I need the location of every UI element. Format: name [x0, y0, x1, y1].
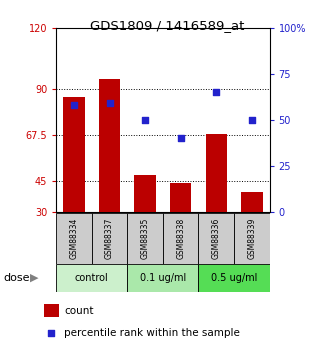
- Text: ▶: ▶: [30, 273, 38, 283]
- Point: [71, 102, 76, 108]
- Bar: [56, 213, 92, 264]
- Bar: [206, 134, 227, 212]
- Bar: [241, 192, 263, 212]
- Bar: [234, 213, 270, 264]
- Text: GSM88336: GSM88336: [212, 218, 221, 259]
- Bar: [127, 264, 198, 292]
- Bar: [134, 175, 156, 212]
- Bar: [198, 213, 234, 264]
- Point: [143, 117, 148, 122]
- Bar: [170, 184, 191, 212]
- Bar: [127, 213, 163, 264]
- Bar: [63, 97, 85, 212]
- Bar: [44, 304, 59, 317]
- Bar: [163, 213, 198, 264]
- Point: [49, 331, 54, 336]
- Point: [107, 100, 112, 106]
- Text: GDS1809 / 1416589_at: GDS1809 / 1416589_at: [90, 19, 244, 32]
- Point: [249, 117, 255, 122]
- Text: 0.1 ug/ml: 0.1 ug/ml: [140, 273, 186, 283]
- Text: GSM88337: GSM88337: [105, 218, 114, 259]
- Text: 0.5 ug/ml: 0.5 ug/ml: [211, 273, 257, 283]
- Text: GSM88334: GSM88334: [69, 218, 78, 259]
- Text: percentile rank within the sample: percentile rank within the sample: [65, 328, 240, 338]
- Bar: [92, 213, 127, 264]
- Text: GSM88338: GSM88338: [176, 218, 185, 259]
- Bar: [56, 264, 127, 292]
- Text: GSM88339: GSM88339: [247, 218, 256, 259]
- Text: dose: dose: [4, 273, 30, 283]
- Bar: [99, 79, 120, 212]
- Bar: [198, 264, 270, 292]
- Text: control: control: [75, 273, 108, 283]
- Point: [178, 136, 183, 141]
- Text: count: count: [65, 306, 94, 316]
- Text: GSM88335: GSM88335: [141, 218, 150, 259]
- Point: [214, 89, 219, 95]
